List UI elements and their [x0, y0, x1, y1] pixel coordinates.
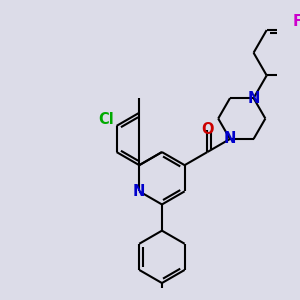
Text: N: N: [248, 91, 260, 106]
Text: Cl: Cl: [98, 112, 114, 127]
Text: O: O: [201, 122, 214, 137]
Text: F: F: [293, 14, 300, 29]
Text: N: N: [133, 184, 145, 199]
Text: N: N: [224, 131, 236, 146]
